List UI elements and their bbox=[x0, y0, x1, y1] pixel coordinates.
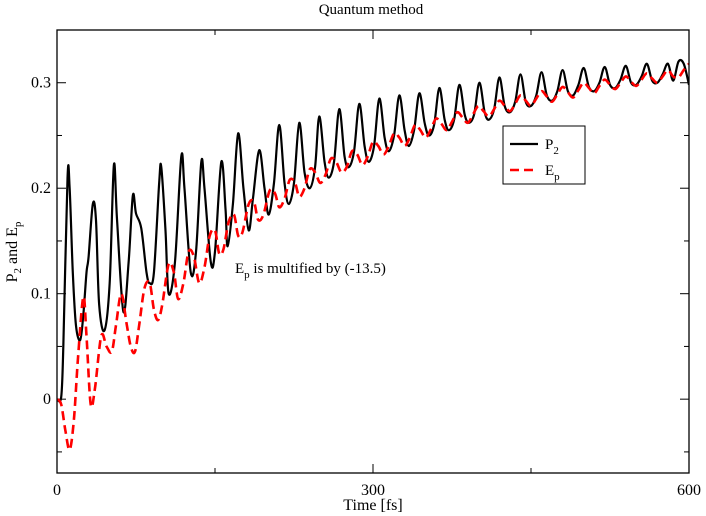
legend: P2 Ep bbox=[502, 125, 586, 185]
series-line-p2 bbox=[57, 58, 689, 403]
y-tick-labels: 0 0.1 0.2 0.3 bbox=[31, 75, 51, 408]
series-line-ep bbox=[57, 62, 689, 452]
x-tick-label: 600 bbox=[677, 482, 701, 499]
x-axis-title: Time [fs] bbox=[343, 497, 402, 514]
x-tick-label: 0 bbox=[53, 482, 61, 499]
y-axis-title: P2 and Ep bbox=[4, 221, 24, 282]
y-tick-label: 0 bbox=[43, 391, 51, 408]
chart-title: Quantum method bbox=[319, 2, 424, 18]
legend-label-ep: Ep bbox=[545, 163, 560, 183]
legend-label-p2: P2 bbox=[545, 137, 559, 157]
y-tick-label: 0.3 bbox=[31, 75, 51, 92]
y-tick-label: 0.2 bbox=[31, 180, 51, 197]
x-tick-labels: 0 300 600 bbox=[53, 482, 701, 499]
plot-frame bbox=[56, 29, 690, 474]
axis-ticks bbox=[56, 29, 690, 473]
x-tick-label: 300 bbox=[361, 482, 385, 499]
legend-box bbox=[502, 125, 586, 185]
annotation-text: Ep is multified by (-13.5) bbox=[235, 261, 386, 281]
y-tick-label: 0.1 bbox=[31, 286, 51, 303]
